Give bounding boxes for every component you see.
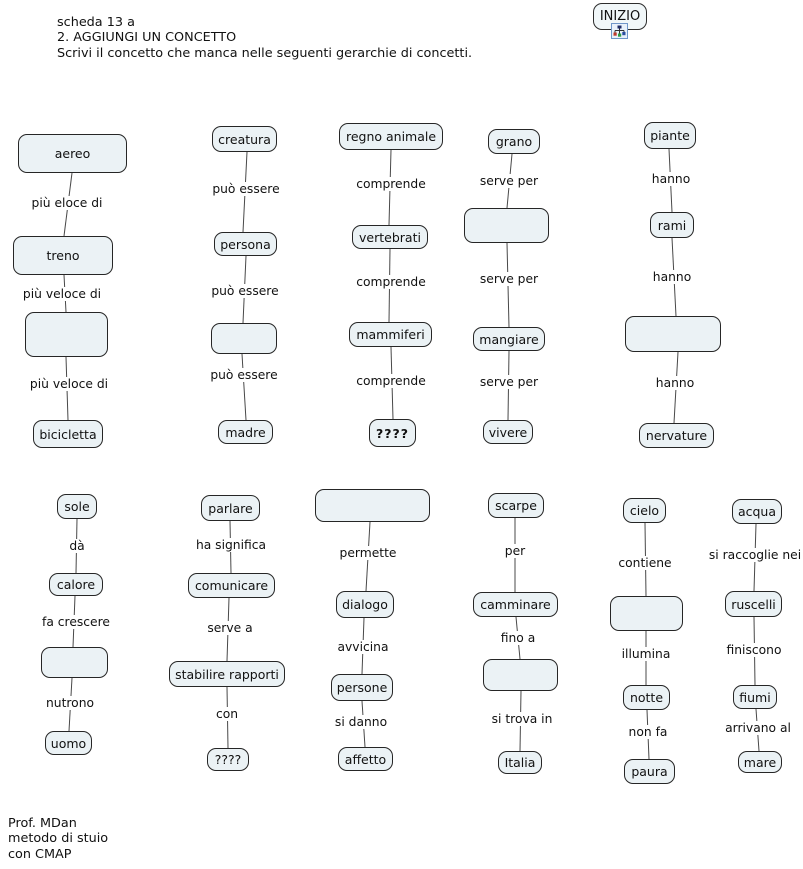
concept-node[interactable]: fiumi xyxy=(733,685,777,709)
link-phrase: si raccoglie nei xyxy=(705,548,803,562)
concept-node[interactable]: treno xyxy=(13,236,113,275)
concept-node[interactable]: madre xyxy=(218,420,273,444)
link-phrase: si trova in xyxy=(488,712,556,726)
link-phrase: si danno xyxy=(331,715,391,729)
concept-node[interactable]: persona xyxy=(214,232,277,256)
link-phrase: comprende xyxy=(353,374,429,388)
link-phrase: arrivano al xyxy=(722,721,794,735)
concept-node[interactable]: mammiferi xyxy=(349,322,432,347)
link-phrase: illumina xyxy=(618,647,674,661)
link-phrase: hanno xyxy=(652,376,698,390)
concept-node-empty[interactable] xyxy=(625,316,721,352)
exercise-title: 2. AGGIUNGI UN CONCETTO xyxy=(57,30,237,46)
link-phrase: contiene xyxy=(615,556,675,570)
link-phrase: nutrono xyxy=(42,696,98,710)
concept-node[interactable]: comunicare xyxy=(188,573,275,598)
sheet-number: scheda 13 a xyxy=(57,15,135,30)
concept-node[interactable]: sole xyxy=(57,494,97,519)
concept-node-empty[interactable] xyxy=(610,596,683,631)
exercise-instructions: Scrivi il concetto che manca nelle segue… xyxy=(57,45,473,61)
concept-node[interactable]: piante xyxy=(644,122,696,149)
concept-node[interactable]: vertebrati xyxy=(352,225,428,249)
tool-credit: con CMAP xyxy=(8,846,72,862)
concept-node[interactable]: cielo xyxy=(623,498,666,523)
link-phrase: hanno xyxy=(649,270,695,284)
concept-node-unknown[interactable]: ???? xyxy=(369,419,416,447)
link-phrase: fa crescere xyxy=(39,615,113,629)
link-phrase: comprende xyxy=(353,177,429,191)
link-phrase: serve a xyxy=(204,621,256,635)
concept-node[interactable]: uomo xyxy=(45,731,92,755)
link-phrase: comprende xyxy=(353,275,429,289)
link-phrase: permette xyxy=(336,546,400,560)
cmap-hierarchy-icon[interactable] xyxy=(611,23,628,39)
concept-node[interactable]: vivere xyxy=(483,420,533,444)
concept-node[interactable]: affetto xyxy=(338,747,393,771)
concept-node[interactable]: nervature xyxy=(639,423,714,448)
link-phrase: finiscono xyxy=(723,643,785,657)
concept-node[interactable]: calore xyxy=(49,573,103,596)
link-phrase: serve per xyxy=(476,375,542,389)
author-credit: Prof. MDan xyxy=(8,816,77,831)
concept-node[interactable]: stabilire rapporti xyxy=(169,661,285,687)
concept-node[interactable]: notte xyxy=(623,685,670,710)
concept-node[interactable]: aereo xyxy=(18,134,127,173)
concept-node[interactable]: camminare xyxy=(473,592,558,617)
concept-node-unknown[interactable]: ???? xyxy=(207,748,249,771)
concept-node-empty[interactable] xyxy=(464,208,549,243)
concept-node[interactable]: ruscelli xyxy=(725,591,782,617)
concept-node[interactable]: acqua xyxy=(732,499,782,524)
concept-node[interactable]: bicicletta xyxy=(33,420,103,448)
page-header: scheda 13 a 2. AGGIUNGI UN CONCETTO Scri… xyxy=(57,15,472,61)
concept-node-empty[interactable] xyxy=(483,659,558,691)
concept-node[interactable]: grano xyxy=(488,129,540,154)
concept-node[interactable]: dialogo xyxy=(336,591,394,618)
method-credit: metodo di stuio xyxy=(8,831,109,847)
link-phrase: serve per xyxy=(476,272,542,286)
concept-node-empty[interactable] xyxy=(211,323,277,354)
concept-node-empty[interactable] xyxy=(25,312,108,357)
concept-node[interactable]: regno animale xyxy=(339,123,443,150)
link-phrase: per xyxy=(501,544,529,558)
link-phrase: può essere xyxy=(209,182,283,196)
concept-node[interactable]: Italia xyxy=(498,751,542,774)
link-phrase: con xyxy=(212,707,242,721)
link-phrase: può essere xyxy=(208,284,282,298)
link-phrase: serve per xyxy=(476,174,542,188)
cmap-hierarchy-glyph xyxy=(613,25,626,37)
link-phrase: avvicina xyxy=(334,640,392,654)
link-phrase: può essere xyxy=(207,368,281,382)
link-phrase: hanno xyxy=(648,172,694,186)
concept-node[interactable]: scarpe xyxy=(488,493,544,518)
link-phrase: fino a xyxy=(497,631,539,645)
link-phrase: ha significa xyxy=(192,538,270,552)
concept-node[interactable]: mare xyxy=(738,751,782,773)
page-footer: Prof. MDan metodo di stuio con CMAP xyxy=(8,816,108,862)
link-phrase: dà xyxy=(66,539,88,553)
link-phrase: più veloce di xyxy=(26,377,112,391)
concept-node[interactable]: parlare xyxy=(201,495,260,521)
link-phrase: più veloce di xyxy=(19,287,105,301)
concept-node[interactable]: creatura xyxy=(212,126,277,152)
concept-node[interactable]: mangiare xyxy=(473,327,545,351)
concept-node-empty[interactable] xyxy=(315,489,430,522)
concept-node[interactable]: persone xyxy=(331,674,393,701)
link-phrase: più eloce di xyxy=(28,196,106,210)
concept-node[interactable]: rami xyxy=(650,212,694,238)
concept-node[interactable]: paura xyxy=(624,759,675,784)
link-phrase: non fa xyxy=(625,725,671,739)
concept-node-empty[interactable] xyxy=(41,647,108,678)
